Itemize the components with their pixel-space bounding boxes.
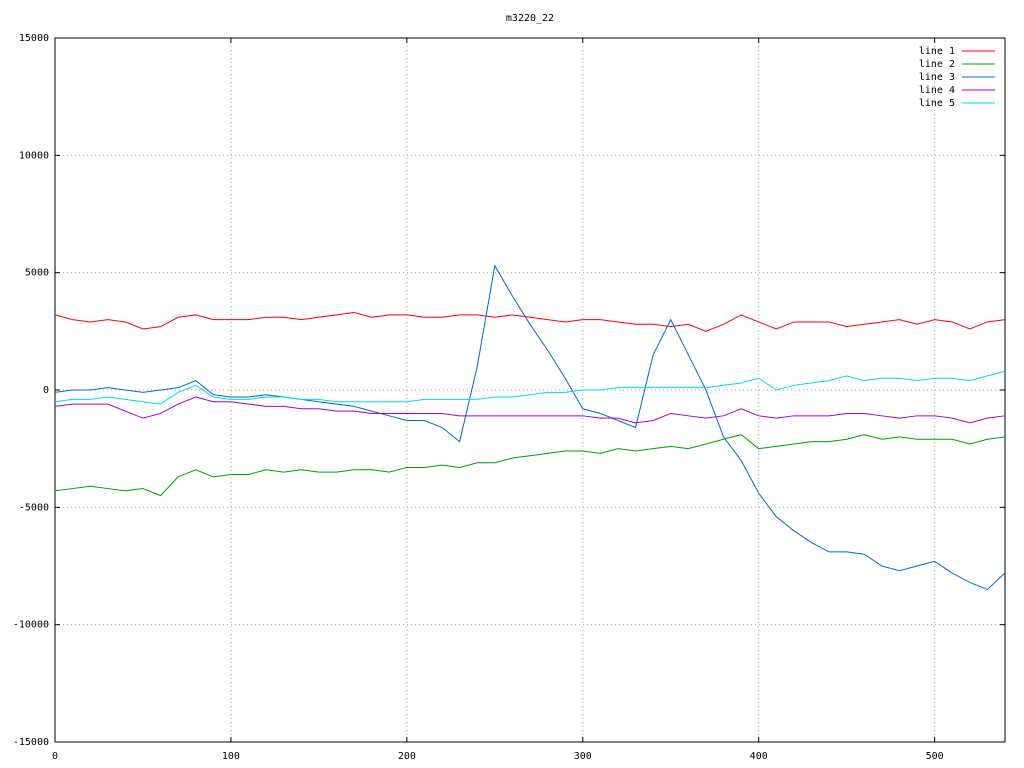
- chart-title: m3220_22: [506, 13, 554, 24]
- y-tick-label: -10000: [13, 620, 49, 631]
- data-line: [54, 396, 1006, 424]
- y-tick-label: -15000: [13, 737, 49, 748]
- legend-label: line 1: [919, 46, 955, 57]
- plot-frame: [54, 37, 1006, 743]
- y-tick-label: 10000: [19, 150, 49, 161]
- y-tick-label: 0: [43, 385, 49, 396]
- x-tick-label: 100: [222, 751, 240, 762]
- x-tick-label: 400: [750, 751, 768, 762]
- legend-label: line 2: [919, 59, 955, 70]
- x-tick-label: 0: [52, 751, 58, 762]
- data-line: [54, 264, 1006, 591]
- y-tick-label: 15000: [19, 33, 49, 44]
- legend-label: line 3: [919, 72, 955, 83]
- legend-label: line 5: [919, 98, 955, 109]
- data-line: [54, 312, 1006, 332]
- x-tick-label: 200: [398, 751, 416, 762]
- y-tick-label: 5000: [25, 268, 49, 279]
- data-line: [54, 434, 1006, 497]
- x-tick-label: 300: [574, 751, 592, 762]
- data-line: [54, 370, 1006, 405]
- legend-label: line 4: [919, 85, 955, 96]
- x-tick-label: 500: [926, 751, 944, 762]
- y-tick-label: -5000: [19, 502, 49, 513]
